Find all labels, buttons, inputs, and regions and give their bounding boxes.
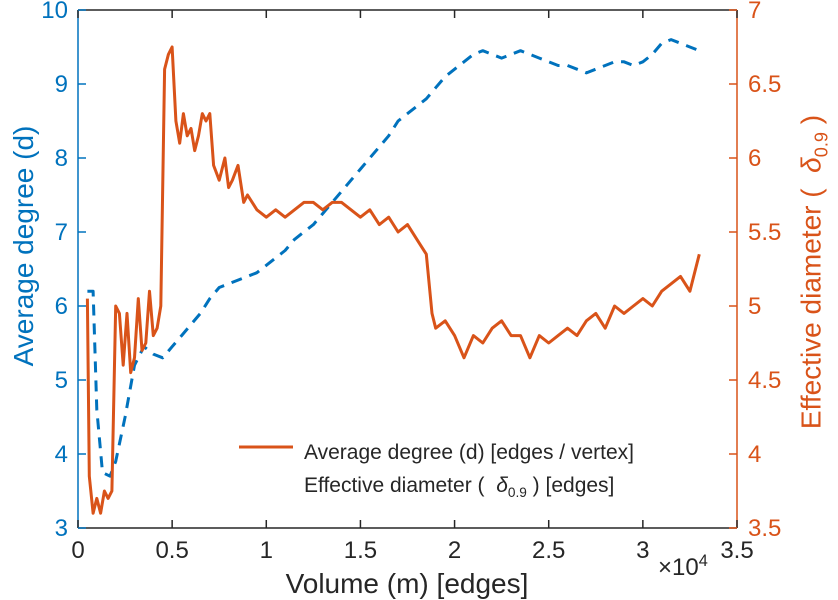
legend-delta-symbol: δ (496, 473, 508, 497)
legend: Average degree (d) [edges / vertex] Effe… (238, 436, 634, 504)
svg-text:4.5: 4.5 (748, 367, 781, 394)
svg-text:5: 5 (55, 367, 68, 394)
legend-delta-subscript: 0.9 (507, 485, 527, 501)
svg-text:7: 7 (748, 0, 761, 24)
svg-text:3.5: 3.5 (720, 537, 753, 564)
svg-text:2: 2 (448, 537, 461, 564)
legend-label-prefix: Effective diameter ( (304, 473, 497, 497)
legend-label-effective-diameter: Effective diameter ( δ0.9 ) [edges] (304, 474, 614, 500)
delta-symbol: δ (795, 157, 827, 173)
y-axis-label-left-text: Average degree (d) (8, 125, 39, 367)
y-axis-label-right: Effective diameter ( δ0.9 ) (796, 115, 833, 429)
svg-text:10: 10 (41, 0, 68, 24)
legend-label-average-degree: Average degree (d) [edges / vertex] (304, 441, 634, 464)
svg-text:4: 4 (748, 441, 761, 468)
legend-item-effective-diameter: Effective diameter ( δ0.9 ) [edges] (238, 445, 634, 504)
exponent-power: 4 (698, 552, 708, 570)
svg-text:1: 1 (260, 537, 273, 564)
svg-text:9: 9 (55, 71, 68, 98)
svg-text:0: 0 (71, 537, 84, 564)
svg-text:0.5: 0.5 (155, 537, 188, 564)
svg-text:6.5: 6.5 (748, 71, 781, 98)
y-axis-label-right-prefix: Effective diameter ( (795, 172, 827, 430)
svg-text:8: 8 (55, 145, 68, 172)
svg-text:7: 7 (55, 219, 68, 246)
x-axis-label: Volume (m) [edges] (285, 568, 529, 599)
svg-text:4: 4 (55, 441, 68, 468)
legend-item-average-degree: Average degree (d) [edges / vertex] (238, 436, 634, 470)
exponent-base: ×10 (658, 554, 699, 581)
y-axis-label-left: Average degree (d) (8, 126, 40, 367)
svg-text:1.5: 1.5 (344, 537, 377, 564)
delta-subscript: 0.9 (811, 131, 832, 158)
svg-text:6: 6 (55, 293, 68, 320)
legend-line-effective-diameter (238, 445, 294, 498)
svg-text:5.5: 5.5 (748, 219, 781, 246)
svg-text:6: 6 (748, 145, 761, 172)
axis-exponent-label: ×104 (658, 552, 708, 582)
svg-text:3: 3 (55, 515, 68, 542)
y-axis-label-right-suffix: ) (795, 114, 827, 132)
svg-text:5: 5 (748, 293, 761, 320)
svg-text:3: 3 (636, 537, 649, 564)
svg-text:3.5: 3.5 (748, 515, 781, 542)
svg-text:2.5: 2.5 (532, 537, 565, 564)
legend-label-suffix: ) [edges] (526, 473, 615, 497)
